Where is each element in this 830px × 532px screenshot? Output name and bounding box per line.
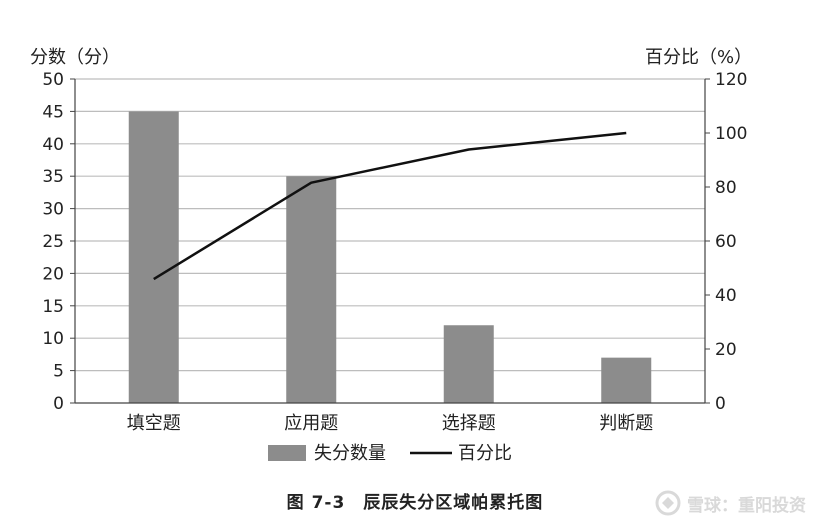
right-tick-label: 120 [715,70,747,90]
legend: 失分数量 百分比 [268,443,512,464]
legend-line-label: 百分比 [458,443,512,464]
gridlines [75,78,705,372]
left-tick-label: 30 [42,200,64,220]
left-axis-ticks: 0 5 10 15 20 25 30 35 40 45 50 [42,70,75,414]
x-tick-label: 应用题 [284,413,338,434]
legend-bar-label: 失分数量 [314,443,386,464]
legend-bar-swatch [268,445,306,461]
left-tick-label: 35 [42,167,64,187]
right-axis-ticks: 0 20 40 60 80 100 120 [705,70,747,414]
left-tick-label: 50 [42,70,64,90]
right-tick-label: 100 [715,124,747,144]
bars [128,111,652,404]
bar-选择题 [443,325,494,403]
bar-填空题 [128,111,179,404]
percent-line [153,131,627,281]
bar-应用题 [286,176,337,403]
x-axis-labels: 填空题 应用题 选择题 判断题 [127,413,654,434]
figure-caption: 图 7-3 辰辰失分区域帕累托图 [286,493,544,513]
left-tick-label: 40 [42,135,64,155]
right-tick-label: 80 [715,178,737,198]
bar-判断题 [601,357,652,403]
left-tick-label: 45 [42,102,64,122]
right-tick-label: 20 [715,340,737,360]
x-tick-label: 填空题 [127,413,181,434]
watermark: 雪球：重阳投资 [655,490,806,516]
percent-polyline [153,131,627,281]
left-tick-label: 0 [53,394,64,414]
right-tick-label: 0 [715,394,726,414]
left-tick-label: 5 [53,362,64,382]
x-tick-label: 判断题 [599,413,653,434]
left-tick-label: 15 [42,297,64,317]
left-tick-label: 10 [42,329,64,349]
watermark-text: 雪球：重阳投资 [687,495,806,516]
right-tick-label: 60 [715,232,737,252]
right-tick-label: 40 [715,286,737,306]
right-axis-title: 百分比（%） [645,47,752,68]
pareto-chart: 0 5 10 15 20 25 30 35 40 45 50 0 20 40 60 80 100 120 填空题… [30,47,752,464]
left-tick-label: 20 [42,264,64,284]
left-tick-label: 25 [42,232,64,252]
snowball-logo-icon [655,490,681,516]
x-tick-label: 选择题 [442,413,496,434]
left-axis-title: 分数（分） [30,47,120,68]
